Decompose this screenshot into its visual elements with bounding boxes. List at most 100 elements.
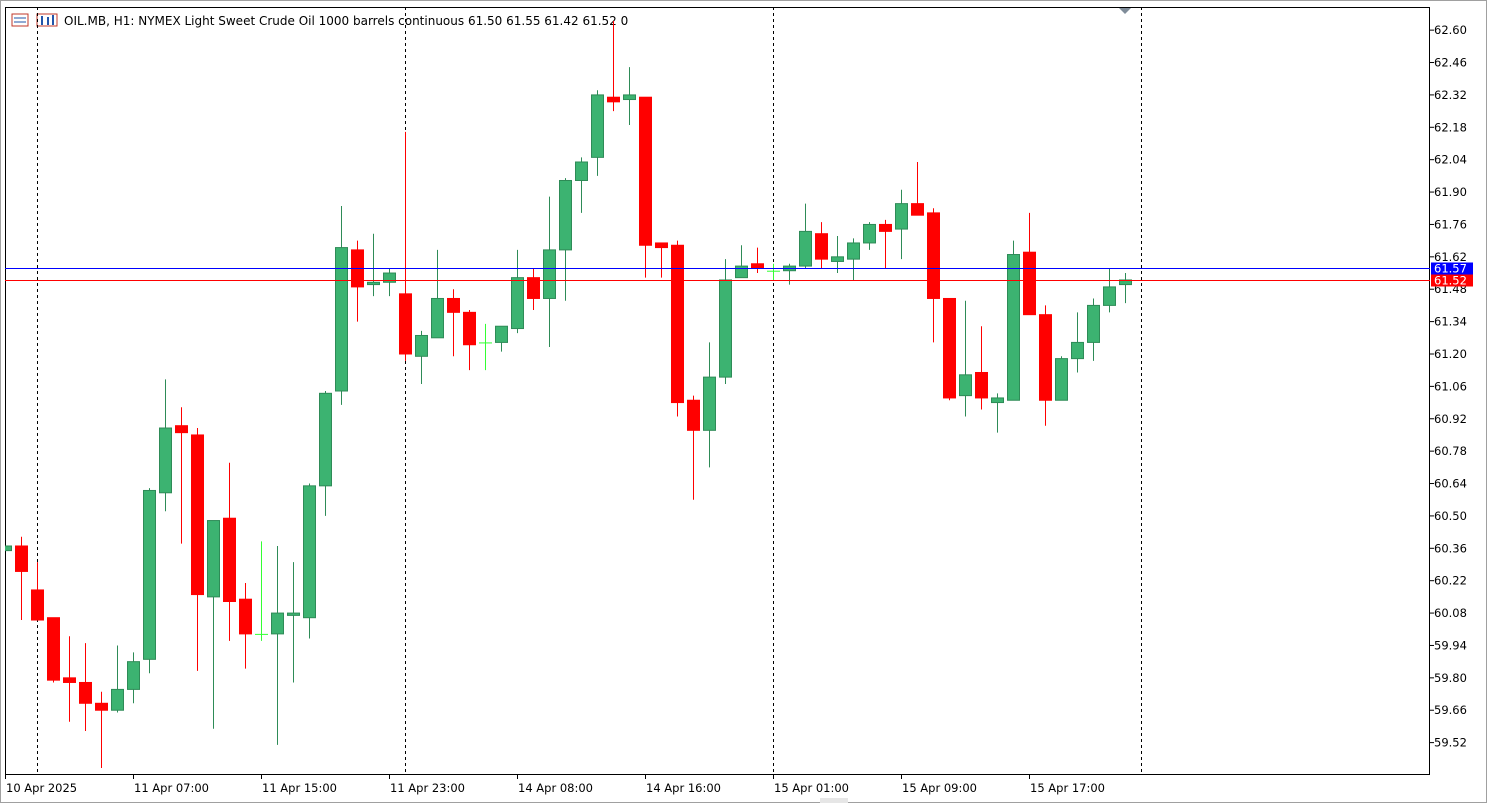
candle-body [543, 249, 556, 299]
candle-body [95, 702, 108, 711]
candle-body [239, 598, 252, 635]
candle-body [415, 334, 428, 357]
candle-body [1071, 341, 1084, 360]
candle-body [863, 223, 876, 244]
y-tick-label: 61.20 [1434, 347, 1467, 361]
candle-body [207, 520, 220, 598]
candle-body [495, 325, 508, 343]
candle-body [687, 399, 700, 431]
y-tick-label: 59.52 [1434, 736, 1467, 750]
candle-body [287, 612, 300, 616]
x-tick-label: 15 Apr 01:00 [774, 781, 849, 795]
candle-body [143, 489, 156, 660]
candle-body [623, 94, 636, 101]
bid-label-box [1431, 274, 1473, 287]
scroll-thumb [820, 798, 848, 803]
candle-body [879, 223, 892, 232]
candle-body [975, 371, 988, 399]
y-tick-label: 60.22 [1434, 574, 1467, 588]
candle-body [127, 661, 140, 690]
candle-body [655, 242, 668, 249]
y-tick-label: 61.06 [1434, 379, 1467, 393]
candle-body [751, 263, 764, 269]
x-tick-label: 10 Apr 2025 [6, 781, 77, 795]
candle-body [223, 517, 236, 603]
candle-body [911, 203, 924, 216]
plot-frame [5, 7, 1430, 775]
y-tick-label: 61.76 [1434, 217, 1467, 231]
candle-body [799, 230, 812, 267]
candle-body [943, 297, 956, 399]
candle-body [991, 397, 1004, 404]
candle-body [175, 425, 188, 434]
candle-body [47, 617, 60, 681]
candle-body [607, 96, 620, 103]
candle-body [1007, 254, 1020, 401]
y-tick-label: 60.08 [1434, 606, 1467, 620]
ask-label: 61.57 [1434, 262, 1467, 276]
y-tick-label: 59.80 [1434, 671, 1467, 685]
candle-body [927, 212, 940, 299]
x-tick-label: 15 Apr 09:00 [902, 781, 977, 795]
candle-body [303, 485, 316, 619]
y-tick-label: 62.46 [1434, 56, 1467, 70]
y-tick-label: 62.04 [1434, 153, 1467, 167]
candle-body [527, 277, 540, 299]
candle-body [671, 244, 684, 404]
y-tick-label: 61.34 [1434, 315, 1467, 329]
axes: 62.60 62.46 62.32 62.18 62.04 61.90 61.76 61.62… [5, 23, 1473, 795]
candle-body [959, 374, 972, 397]
x-tick-label: 14 Apr 16:00 [646, 781, 721, 795]
candle-body [383, 272, 396, 283]
candle-body [319, 392, 332, 487]
y-tick-label: 59.66 [1434, 703, 1467, 717]
candle-body [63, 677, 76, 683]
candle-body [511, 277, 524, 330]
candle-body [31, 589, 44, 621]
y-tick-label: 62.18 [1434, 120, 1467, 134]
candle-body [79, 681, 92, 704]
x-tick-label: 14 Apr 08:00 [518, 781, 593, 795]
y-tick-label: 59.94 [1434, 638, 1467, 652]
y-tick-label: 60.36 [1434, 541, 1467, 555]
x-tick-label: 11 Apr 15:00 [262, 781, 337, 795]
shift-marker [1119, 8, 1131, 14]
y-tick-label: 60.92 [1434, 412, 1467, 426]
candle-body [1119, 279, 1132, 286]
candle-body [735, 265, 748, 279]
y-tick-label: 60.50 [1434, 509, 1467, 523]
candle-body [5, 545, 12, 552]
candle-body [703, 376, 716, 431]
candle-body [591, 94, 604, 158]
bid-label: 61.52 [1434, 274, 1467, 288]
candle-body [575, 161, 588, 181]
candle-body [639, 96, 652, 246]
candle-body [895, 203, 908, 230]
candle-body [719, 279, 732, 378]
candle-body [815, 233, 828, 260]
candle-body [431, 297, 444, 339]
y-tick-label: 61.90 [1434, 185, 1467, 199]
candle-body [335, 247, 348, 392]
icon-table [11, 13, 29, 27]
candle-body [847, 242, 860, 260]
candle-body [463, 311, 476, 346]
x-tick-label: 11 Apr 07:00 [134, 781, 209, 795]
y-tick-label: 61.62 [1434, 250, 1467, 264]
y-tick-label: 60.78 [1434, 444, 1467, 458]
candle-body [831, 256, 844, 262]
y-tick-label: 62.60 [1434, 23, 1467, 37]
candle-body [399, 293, 412, 355]
candle-body [15, 545, 28, 572]
y-tick-label: 60.64 [1434, 477, 1467, 491]
candle-body [1023, 251, 1036, 316]
ask-label-box [1431, 262, 1473, 275]
candle-body [1103, 286, 1116, 306]
candle-body [1087, 304, 1100, 343]
candle-body [367, 281, 380, 286]
y-tick-label: 62.32 [1434, 88, 1467, 102]
plot [5, 7, 1430, 775]
x-tick-label: 15 Apr 17:00 [1030, 781, 1105, 795]
candle-body [1055, 358, 1068, 401]
